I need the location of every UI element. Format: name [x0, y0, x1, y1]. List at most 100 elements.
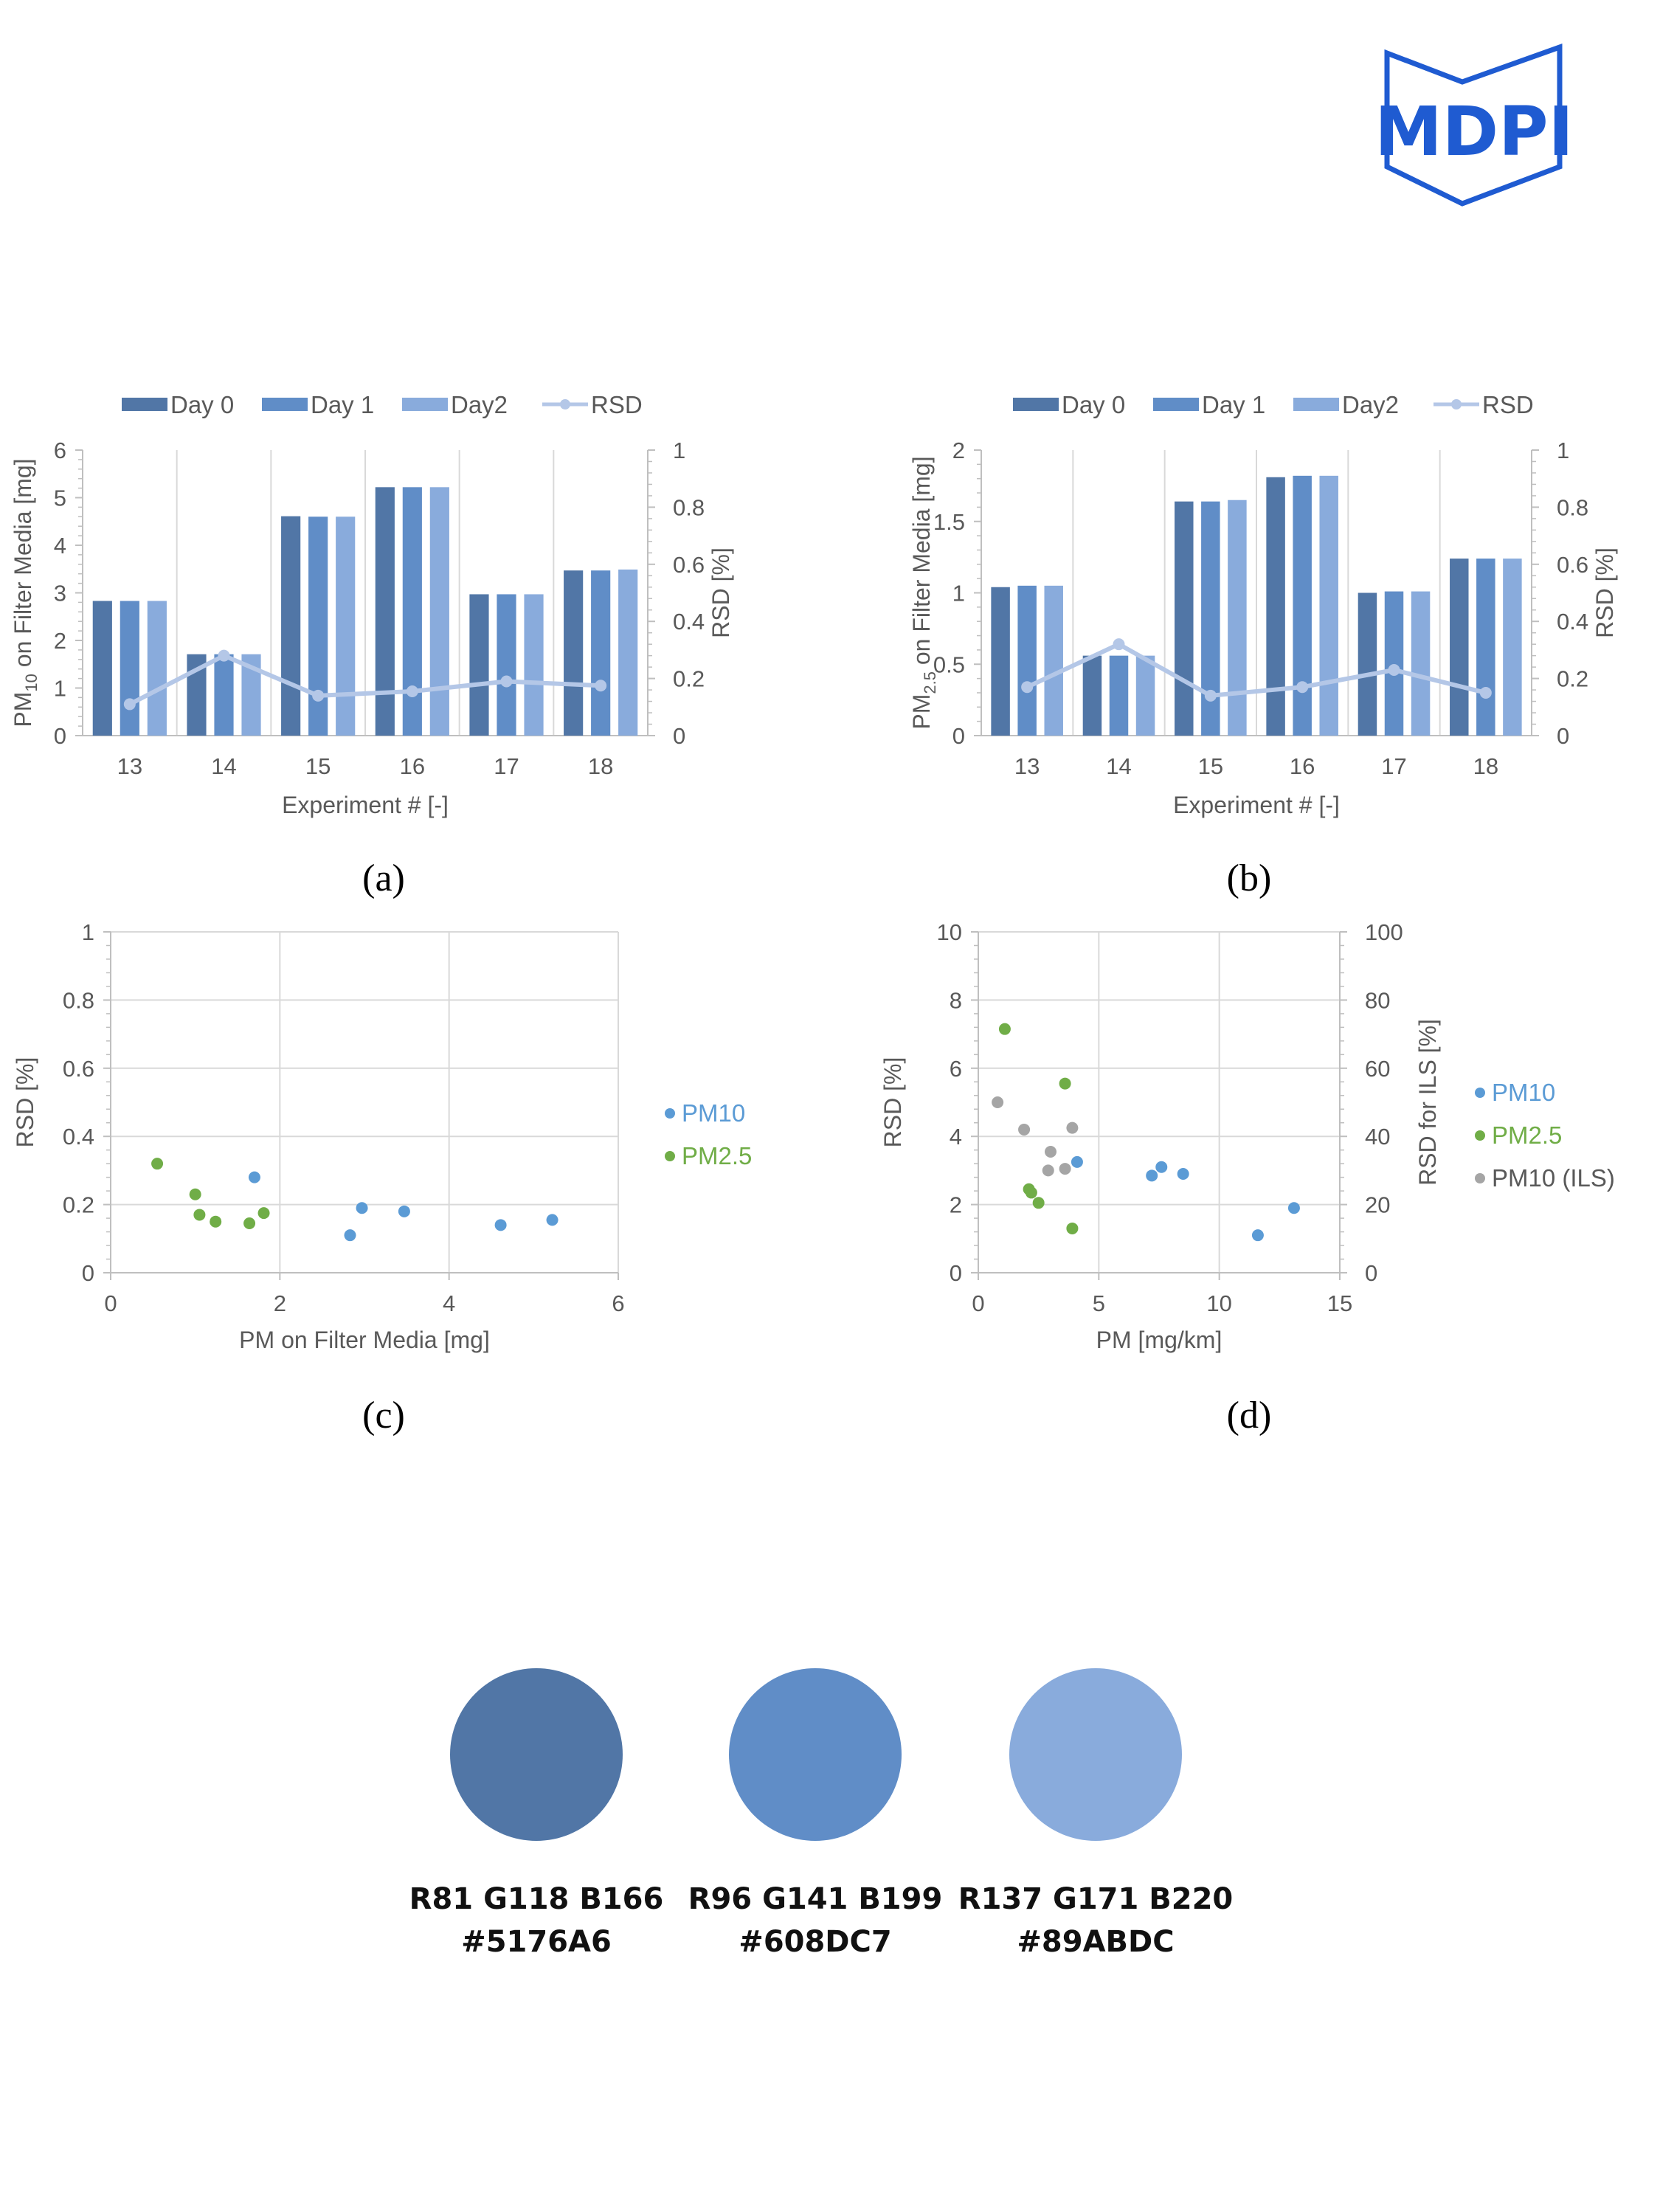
y-axis-title: RSD [%]: [879, 1057, 906, 1148]
legend-swatch: [1013, 398, 1059, 411]
point-pm10: [1251, 1229, 1264, 1242]
swatch-1-rgb: R81 G118 B166: [409, 1882, 664, 1916]
point-pm10: [1287, 1202, 1300, 1214]
x-tick-label: 15: [305, 753, 331, 779]
point-pm2-5: [193, 1209, 206, 1221]
y-tick-label: 0.5: [933, 651, 965, 677]
legend-label: Day2: [1342, 391, 1399, 418]
y2-tick-label: 0.8: [673, 494, 705, 520]
x-tick-label: 0: [972, 1290, 984, 1316]
bar-day1-14: [214, 654, 234, 736]
logo-text: MDPI: [1374, 92, 1574, 171]
y-axis-title: RSD [%]: [12, 1057, 38, 1148]
bar-day0-18: [1450, 559, 1469, 736]
bar-day0-18: [564, 570, 584, 736]
legend-label: Day 1: [311, 391, 374, 418]
y-tick-label: 2: [952, 438, 965, 463]
x-axis-title: Experiment # [-]: [1173, 792, 1340, 818]
y-tick-label: 4: [950, 1124, 962, 1150]
legend-swatch: [122, 398, 167, 411]
y-tick-label: 0: [950, 1260, 962, 1286]
legend-label: Day2: [451, 391, 508, 418]
x-tick-label: 16: [400, 753, 425, 779]
rsd-point: [1204, 689, 1217, 702]
point-pm10: [1071, 1155, 1083, 1168]
bar-day2-17: [1411, 591, 1431, 736]
y2-tick-label: 0: [1557, 723, 1569, 749]
swatch-1-hex: #5176A6: [461, 1925, 612, 1959]
rsd-line: [128, 653, 601, 707]
y2-tick-label: 0.4: [673, 609, 705, 635]
x-axis-title: Experiment # [-]: [282, 792, 449, 818]
point-pm2-5: [243, 1217, 256, 1230]
y2-tick-label: 0.6: [1557, 552, 1588, 578]
x-tick-label: 15: [1327, 1290, 1352, 1316]
x-tick-label: 2: [274, 1290, 286, 1316]
y2-tick-label: 80: [1365, 987, 1390, 1013]
bar-day0-15: [1175, 501, 1194, 736]
point-pm10: [1146, 1169, 1158, 1182]
x-tick-label: 16: [1290, 753, 1315, 779]
swatch-2-rgb: R96 G141 B199: [688, 1882, 943, 1916]
y2-axis-title: RSD [%]: [708, 547, 734, 638]
y-tick-label: 1: [82, 919, 94, 945]
bar-day2-13: [1044, 585, 1063, 736]
y-tick-label: 8: [950, 987, 962, 1013]
point-pm2-5: [189, 1188, 201, 1200]
y2-tick-label: 20: [1365, 1192, 1390, 1218]
y-tick-label: 3: [54, 581, 66, 606]
logo-hexagon-icon: [1384, 44, 1563, 207]
point-pm10-ils-: [1045, 1145, 1056, 1158]
mdpi-logo: MDPI: [1374, 44, 1574, 207]
y2-tick-label: 0.2: [1557, 666, 1588, 692]
y2-tick-label: 0.2: [673, 666, 705, 692]
rsd-point: [1296, 681, 1309, 694]
x-tick-label: 17: [1381, 753, 1406, 779]
bar-day1-14: [1109, 655, 1129, 736]
x-tick-label: 13: [117, 753, 142, 779]
x-tick-label: 14: [211, 753, 236, 779]
rsd-point: [218, 649, 230, 662]
rsd-point: [123, 698, 136, 711]
rsd-point: [406, 685, 418, 698]
legend-swatch: [402, 398, 448, 411]
y-tick-label: 0.4: [63, 1124, 94, 1150]
y-tick-label: 0.6: [63, 1056, 94, 1082]
legend-marker: [1475, 1130, 1485, 1141]
x-tick-label: 18: [588, 753, 613, 779]
x-tick-label: 0: [104, 1290, 117, 1316]
rsd-point: [500, 675, 513, 688]
bar-day2-13: [147, 601, 167, 736]
y2-tick-label: 0.6: [673, 552, 705, 578]
bar-day0-13: [991, 587, 1010, 736]
bar-day1-18: [591, 570, 611, 736]
rsd-point: [312, 689, 325, 702]
point-pm2-5: [1066, 1222, 1079, 1234]
rsd-point: [595, 680, 607, 692]
swatch-circle-2: [729, 1668, 902, 1841]
y-tick-label: 6: [950, 1056, 962, 1082]
x-tick-label: 6: [612, 1290, 624, 1316]
point-pm10-ils-: [1066, 1121, 1079, 1134]
rsd-point: [1479, 686, 1492, 699]
bar-day2-16: [429, 487, 449, 736]
y-tick-label: 4: [54, 533, 66, 559]
x-tick-label: 5: [1093, 1290, 1105, 1316]
y2-tick-label: 100: [1365, 919, 1403, 945]
y-axis-title: PM2.5 on Filter Media [mg]: [908, 456, 939, 729]
point-pm10: [398, 1205, 410, 1217]
bar-day1-16: [1293, 475, 1312, 736]
legend-swatch: [1153, 398, 1199, 411]
chart-a: 0 1 2 3 4 5 6 0 0.2 0.4 0.6 0.8 1 13 14 15 16 17 18 Experim…: [10, 391, 734, 818]
point-pm10: [494, 1219, 507, 1231]
panel-label-a: (a): [362, 857, 405, 899]
legend-swatch: [262, 398, 308, 411]
y-tick-label: 10: [937, 919, 962, 945]
rsd-point: [1113, 638, 1125, 651]
point-pm10-ils-: [992, 1096, 1004, 1108]
legend-label: RSD: [1482, 391, 1534, 418]
bar-day2-17: [524, 594, 544, 736]
x-tick-label: 15: [1198, 753, 1223, 779]
